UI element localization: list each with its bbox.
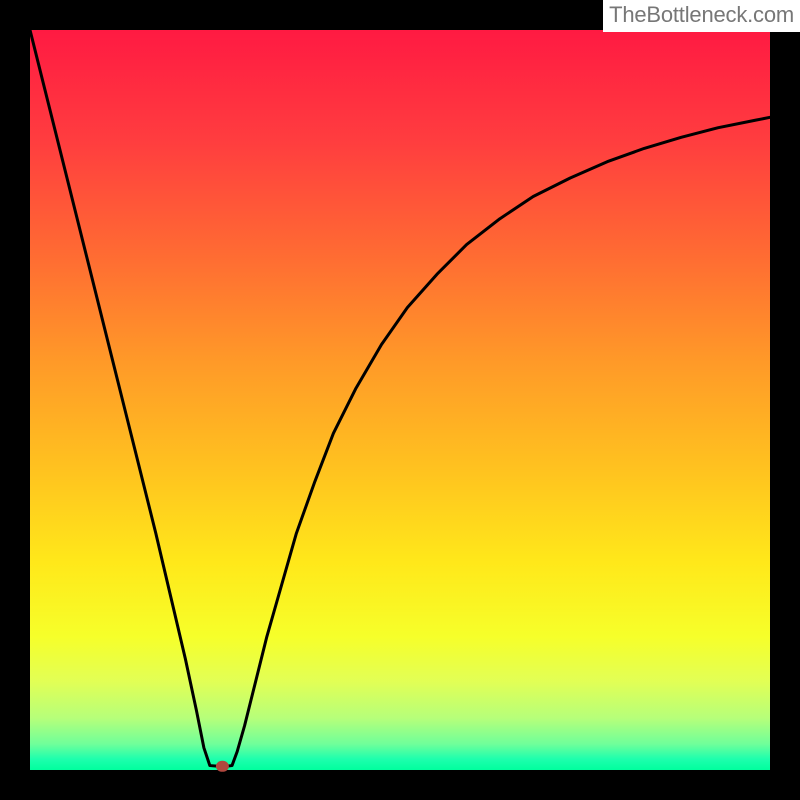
chart-svg: [0, 0, 800, 800]
minimum-marker: [216, 761, 229, 772]
chart-container: TheBottleneck.com: [0, 0, 800, 800]
plot-background: [30, 30, 770, 770]
watermark-label: TheBottleneck.com: [603, 0, 800, 32]
